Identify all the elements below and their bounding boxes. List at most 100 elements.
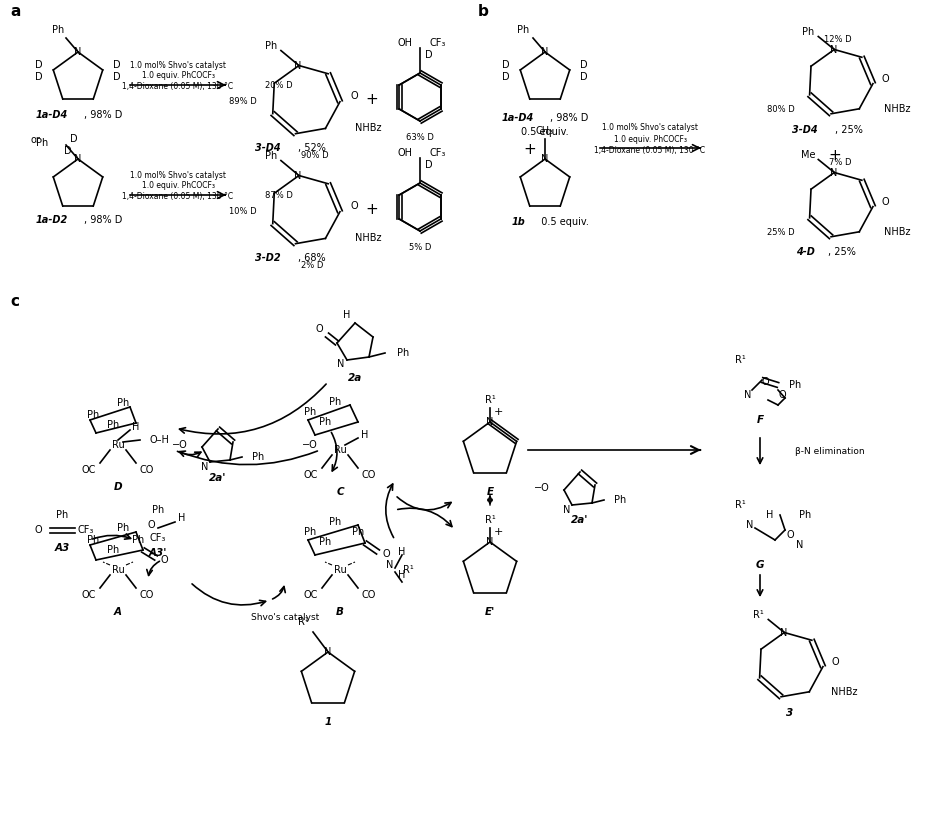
Text: D: D: [35, 60, 43, 70]
Text: 25% D: 25% D: [767, 229, 795, 238]
Text: Ph: Ph: [36, 138, 48, 148]
Text: E': E': [485, 607, 495, 617]
Text: R¹: R¹: [402, 565, 414, 575]
Text: Ph: Ph: [799, 510, 812, 520]
Text: N: N: [746, 520, 754, 530]
Text: H: H: [344, 310, 350, 320]
Text: OC: OC: [304, 470, 318, 480]
Text: 20% D: 20% D: [265, 81, 293, 90]
Text: 4-D: 4-D: [795, 247, 814, 257]
Text: N: N: [337, 359, 345, 369]
Text: b: b: [478, 4, 489, 20]
Text: Ru: Ru: [333, 565, 347, 575]
Text: 0.5 equiv.: 0.5 equiv.: [521, 127, 569, 137]
Text: 0.5 equiv.: 0.5 equiv.: [535, 217, 589, 227]
Text: O: O: [761, 377, 769, 387]
Text: 90% D: 90% D: [300, 151, 329, 160]
Text: 12% D: 12% D: [824, 35, 852, 44]
Text: , 98% D: , 98% D: [84, 110, 122, 120]
Text: , 98% D: , 98% D: [550, 113, 588, 123]
Text: H: H: [133, 422, 140, 432]
Text: −O: −O: [302, 440, 318, 450]
Text: 63% D: 63% D: [406, 134, 434, 143]
Text: O: O: [778, 390, 786, 400]
Text: N: N: [202, 462, 208, 472]
Text: H: H: [399, 570, 405, 580]
Text: Ph: Ph: [517, 25, 529, 35]
Text: CO: CO: [140, 465, 154, 475]
Text: Ph: Ph: [87, 535, 99, 545]
Text: or: or: [30, 135, 40, 145]
Text: 3-D4: 3-D4: [255, 143, 281, 153]
Text: A3': A3': [149, 548, 168, 558]
Text: N: N: [744, 390, 752, 400]
Text: 2a: 2a: [348, 373, 362, 383]
Text: , 25%: , 25%: [828, 247, 856, 257]
Text: D: D: [580, 72, 587, 82]
Text: D: D: [503, 72, 510, 82]
Text: N: N: [74, 47, 81, 57]
Text: N: N: [324, 647, 331, 657]
Text: NHBz: NHBz: [355, 233, 382, 243]
Text: A: A: [114, 607, 122, 617]
Text: O: O: [786, 530, 794, 540]
Text: N: N: [542, 47, 548, 57]
Text: N: N: [386, 560, 394, 570]
Text: +: +: [493, 407, 503, 417]
Text: OC: OC: [81, 465, 96, 475]
Text: Ph: Ph: [304, 407, 316, 417]
Text: R¹: R¹: [297, 617, 309, 627]
Text: N: N: [830, 45, 837, 54]
Text: Ph: Ph: [319, 537, 331, 547]
Text: Ph: Ph: [265, 150, 277, 161]
Text: −O: −O: [172, 440, 188, 450]
Text: Ph: Ph: [329, 517, 341, 527]
Text: +: +: [524, 143, 536, 158]
Text: D: D: [70, 134, 78, 144]
Text: Ph: Ph: [265, 40, 277, 50]
Text: , 25%: , 25%: [835, 125, 863, 135]
Text: D: D: [425, 160, 433, 170]
Text: 1a-D4: 1a-D4: [502, 113, 534, 123]
Text: 1.0 mol% Shvo's catalyst: 1.0 mol% Shvo's catalyst: [130, 171, 226, 180]
Text: +: +: [366, 92, 379, 107]
Text: D: D: [64, 146, 72, 156]
Text: 2a': 2a': [209, 473, 226, 483]
Text: N: N: [830, 167, 837, 177]
Text: 2% D: 2% D: [300, 262, 323, 271]
Text: NHBz: NHBz: [831, 686, 858, 697]
Text: O: O: [34, 525, 42, 535]
Text: 1b: 1b: [511, 217, 525, 227]
Text: D: D: [425, 50, 433, 60]
Text: Ph: Ph: [152, 505, 164, 515]
Text: NHBz: NHBz: [884, 227, 911, 237]
Text: Ph: Ph: [352, 527, 365, 537]
Text: 1: 1: [325, 717, 331, 727]
Text: N: N: [796, 540, 804, 550]
Text: NHBz: NHBz: [884, 104, 911, 114]
Text: , 98% D: , 98% D: [84, 215, 122, 225]
Text: N: N: [542, 154, 548, 164]
Text: N: N: [779, 628, 787, 638]
Text: O: O: [148, 520, 155, 530]
Text: CF₃: CF₃: [78, 525, 95, 535]
Text: Ru: Ru: [112, 440, 124, 450]
Text: Ph: Ph: [116, 523, 129, 533]
Text: H: H: [399, 547, 405, 557]
Text: 87% D: 87% D: [265, 191, 293, 200]
Text: E: E: [487, 487, 493, 497]
Text: NHBz: NHBz: [355, 124, 382, 134]
Text: +: +: [493, 527, 503, 537]
Text: R¹: R¹: [485, 395, 495, 405]
Text: Ru: Ru: [333, 445, 347, 455]
Text: CO: CO: [362, 590, 376, 600]
Text: Ph: Ph: [116, 398, 129, 408]
Text: Ph: Ph: [614, 495, 626, 505]
Text: Ph: Ph: [319, 417, 331, 427]
Text: H: H: [766, 510, 774, 520]
Text: 7% D: 7% D: [830, 158, 852, 167]
Text: O: O: [881, 73, 889, 83]
Text: 2a': 2a': [571, 515, 589, 525]
Text: β-N elimination: β-N elimination: [795, 447, 865, 456]
Text: 3: 3: [786, 708, 794, 718]
